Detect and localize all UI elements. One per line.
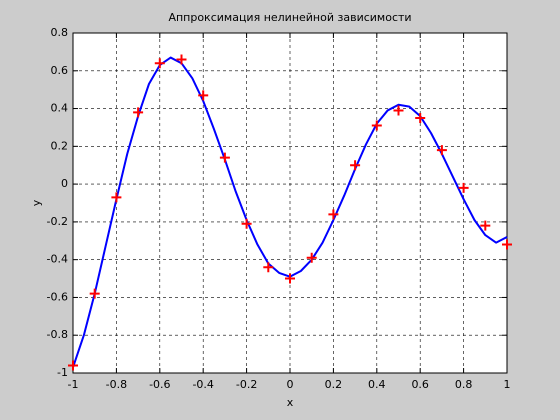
y-tick-label: 0.4 — [51, 102, 69, 115]
data-point — [328, 209, 339, 220]
y-tick-label: -0.8 — [47, 328, 68, 341]
y-tick-label: -1 — [57, 366, 68, 379]
chart-title: Аппроксимация нелинейной зависимости — [168, 11, 411, 24]
y-axis-label: y — [30, 199, 43, 206]
data-point — [480, 220, 491, 231]
x-tick-label: -0.8 — [106, 378, 127, 391]
data-point — [68, 360, 78, 371]
x-tick-label: 0.4 — [368, 378, 386, 391]
data-point — [89, 288, 100, 299]
x-tick-label: 0.8 — [455, 378, 473, 391]
data-point — [415, 113, 426, 123]
y-tick-label: -0.2 — [47, 215, 68, 228]
data-point — [502, 239, 512, 250]
y-tick-label: 0.2 — [51, 139, 69, 152]
data-point — [306, 252, 317, 263]
data-point — [111, 192, 122, 203]
data-point — [263, 262, 274, 273]
x-tick-label: 0.6 — [411, 378, 429, 391]
data-point — [176, 54, 187, 65]
x-axis-label: x — [287, 396, 294, 409]
x-tick-label: -1 — [68, 378, 79, 391]
data-point — [198, 90, 209, 101]
data-point — [393, 105, 404, 116]
y-tick-label: 0.6 — [51, 64, 69, 77]
x-tick-label: 0.2 — [325, 378, 343, 391]
axes-box — [72, 32, 508, 374]
data-point — [133, 107, 144, 118]
data-point — [436, 145, 447, 156]
x-tick-label: 1 — [504, 378, 511, 391]
x-tick-label: -0.6 — [149, 378, 170, 391]
data-point — [241, 218, 252, 229]
y-tick-label: 0.8 — [51, 26, 69, 39]
x-tick-label: -0.4 — [192, 378, 213, 391]
data-point — [350, 160, 361, 171]
y-tick-label: -0.6 — [47, 290, 68, 303]
y-tick-label: 0 — [61, 177, 68, 190]
data-point — [458, 182, 469, 193]
data-point — [154, 58, 165, 69]
x-tick-label: -0.2 — [236, 378, 257, 391]
data-point — [371, 120, 382, 131]
data-point — [219, 152, 230, 163]
x-tick-label: 0 — [287, 378, 294, 391]
data-point — [285, 273, 295, 284]
y-tick-label: -0.4 — [47, 253, 68, 266]
